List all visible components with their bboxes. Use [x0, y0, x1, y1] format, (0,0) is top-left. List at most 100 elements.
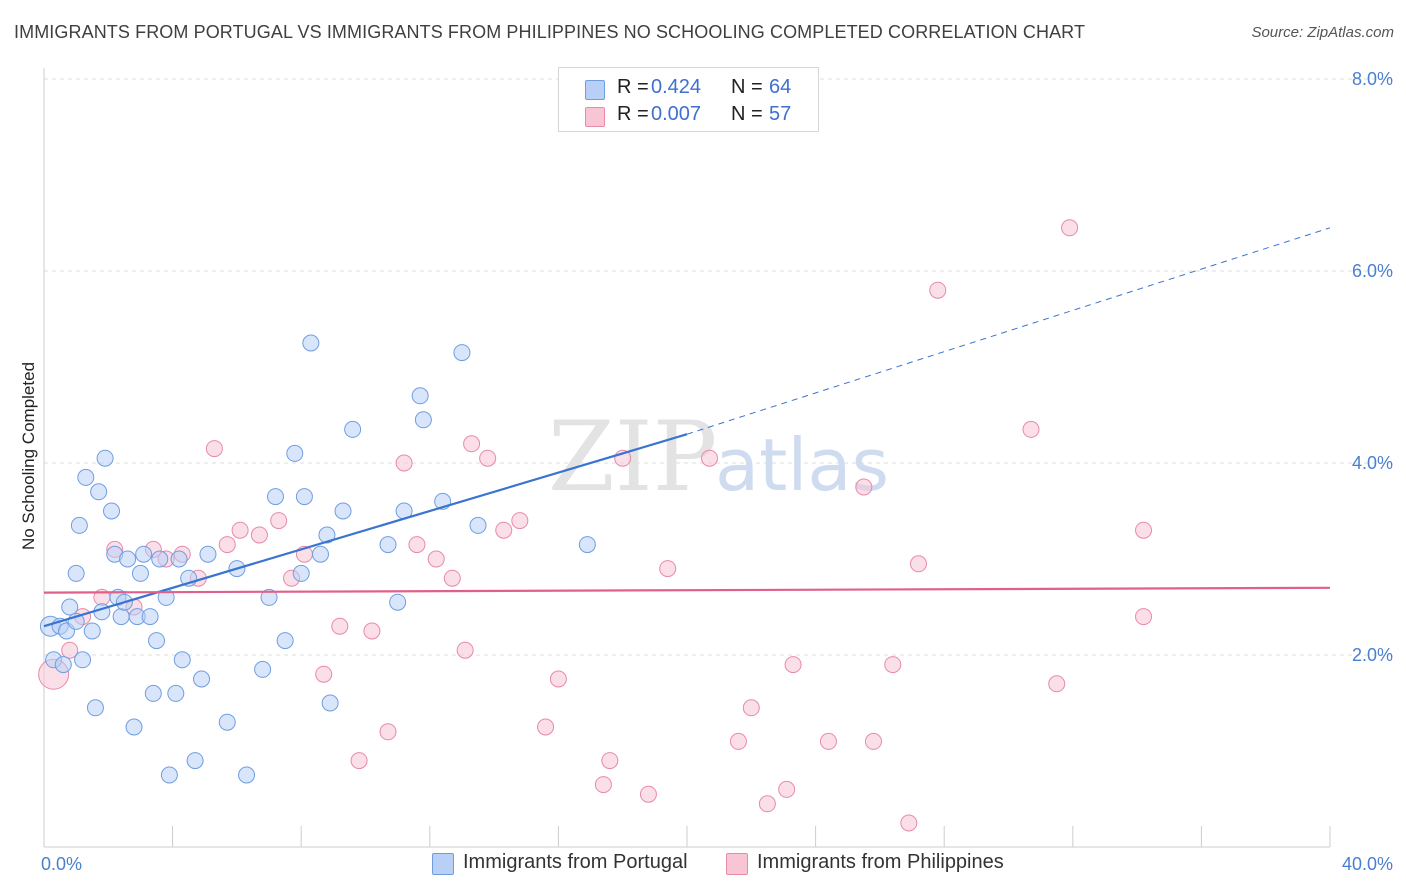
data-point-philippines	[511, 512, 529, 530]
x-axis-tick-labels: 0.0% 40.0%	[41, 854, 1393, 874]
data-point-philippines	[1135, 521, 1153, 539]
data-point-philippines	[778, 780, 796, 798]
data-point-portugal	[83, 622, 101, 640]
data-point-philippines	[250, 526, 268, 544]
data-point-portugal	[389, 593, 407, 611]
data-point-philippines	[601, 752, 619, 770]
data-point-philippines	[784, 656, 802, 674]
data-point-philippines	[350, 752, 368, 770]
data-point-portugal	[67, 564, 85, 582]
legend-r-label: R =	[617, 76, 649, 98]
legend-n-value: 57	[769, 103, 792, 125]
data-point-portugal	[74, 651, 92, 669]
trend-line-portugal-extension	[686, 227, 1331, 435]
data-point-portugal	[218, 713, 236, 731]
data-point-philippines	[639, 785, 657, 803]
data-point-philippines	[363, 622, 381, 640]
data-point-portugal	[344, 420, 362, 438]
chart-title: IMMIGRANTS FROM PORTUGAL VS IMMIGRANTS F…	[14, 22, 1086, 42]
data-point-portugal	[334, 502, 352, 520]
data-point-portugal	[144, 684, 162, 702]
data-point-philippines	[218, 536, 236, 554]
legend-r-label: R =	[617, 103, 649, 125]
data-point-philippines	[463, 435, 481, 453]
bottom-legend-swatch-portugal	[432, 853, 454, 875]
data-point-philippines	[819, 732, 837, 750]
data-point-philippines	[456, 641, 474, 659]
data-point-portugal	[286, 444, 304, 462]
legend-r-value: 0.007	[651, 103, 702, 125]
bottom-legend-swatch-philippines	[726, 853, 748, 875]
data-point-portugal	[77, 468, 95, 486]
data-point-philippines	[1048, 675, 1066, 693]
data-point-portugal	[260, 588, 278, 606]
data-point-philippines	[537, 718, 555, 736]
data-point-portugal	[148, 632, 166, 650]
data-point-philippines	[549, 670, 567, 688]
data-point-portugal	[61, 598, 79, 616]
data-point-portugal	[414, 411, 432, 429]
data-point-philippines	[205, 440, 223, 458]
data-point-philippines	[900, 814, 918, 832]
legend-row-portugal: R = 0.424 N = 64	[559, 76, 818, 102]
data-point-portugal	[238, 766, 256, 784]
data-point-philippines	[315, 665, 333, 683]
data-point-philippines	[701, 449, 719, 467]
data-point-philippines	[1135, 608, 1153, 626]
legend-n-label: N =	[731, 103, 763, 125]
data-point-portugal	[411, 387, 429, 405]
data-point-portugal	[112, 608, 130, 626]
bottom-legend-label-philippines: Immigrants from Philippines	[757, 851, 1004, 873]
data-point-philippines	[495, 521, 513, 539]
data-point-portugal	[321, 694, 339, 712]
data-point-portugal	[318, 526, 336, 544]
x-axis-ticks	[172, 826, 1331, 847]
data-point-portugal	[131, 564, 149, 582]
data-point-philippines	[864, 732, 882, 750]
data-point-philippines	[1061, 219, 1079, 237]
y-tick-label: 2.0%	[1352, 645, 1393, 665]
data-point-portugal	[379, 536, 397, 554]
data-point-portugal	[141, 608, 159, 626]
data-point-portugal	[453, 344, 471, 362]
bottom-legend-label-portugal: Immigrants from Portugal	[463, 851, 688, 873]
y-tick-label: 6.0%	[1352, 261, 1393, 281]
bottom-legend-portugal: Immigrants from Portugal	[432, 851, 712, 877]
gridlines	[44, 78, 1392, 656]
legend-n-label: N =	[731, 76, 763, 98]
watermark-zip: ZIP	[548, 401, 717, 513]
legend-box: R = 0.424 N = 64 R = 0.007 N = 57	[558, 67, 819, 132]
legend-r-value: 0.424	[651, 76, 702, 98]
data-point-portugal	[193, 670, 211, 688]
data-point-portugal	[70, 516, 88, 534]
data-point-philippines	[443, 569, 461, 587]
data-point-portugal	[302, 334, 320, 352]
data-point-portugal	[103, 502, 121, 520]
data-point-philippines	[231, 521, 249, 539]
data-point-portugal	[276, 632, 294, 650]
data-point-portugal	[266, 488, 284, 506]
data-point-portugal	[151, 550, 169, 568]
data-point-philippines	[855, 478, 873, 496]
data-point-philippines	[909, 555, 927, 573]
data-point-portugal	[578, 536, 596, 554]
source-note: Source: ZipAtlas.com	[1251, 24, 1394, 41]
data-point-portugal	[160, 766, 178, 784]
trend-line-philippines	[43, 586, 1331, 594]
trend-lines	[43, 227, 1331, 628]
data-point-portugal	[254, 660, 272, 678]
data-point-portugal	[96, 449, 114, 467]
x-tick-label: 0.0%	[41, 854, 82, 874]
data-point-philippines	[61, 641, 79, 659]
legend-n-value: 64	[769, 76, 792, 98]
data-point-portugal	[170, 550, 188, 568]
trend-line-portugal	[43, 433, 688, 628]
data-point-portugal	[311, 545, 329, 563]
data-point-portugal	[90, 483, 108, 501]
data-point-philippines	[331, 617, 349, 635]
data-point-philippines	[270, 512, 288, 530]
data-point-philippines	[479, 449, 497, 467]
data-point-philippines	[659, 560, 677, 578]
y-tick-label: 8.0%	[1352, 69, 1393, 89]
